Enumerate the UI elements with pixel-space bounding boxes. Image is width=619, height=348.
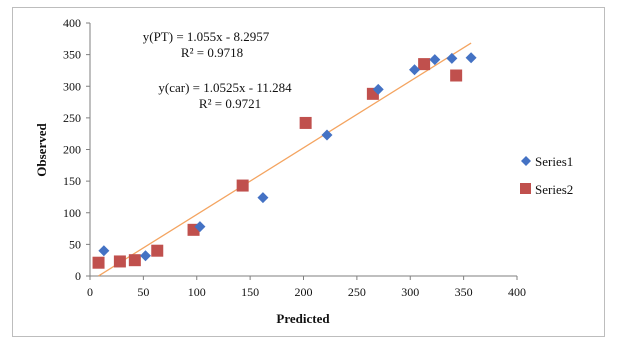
series2-point (450, 69, 463, 82)
y-tick-label: 300 (63, 79, 81, 93)
trendline-group (98, 42, 472, 277)
legend-label-series1: Series1 (535, 154, 573, 169)
series2-point (128, 254, 141, 267)
series1-point (321, 129, 333, 141)
y-tick-label: 200 (63, 143, 81, 157)
series1-point (194, 221, 206, 233)
series2-point (151, 244, 164, 257)
trendline (98, 42, 472, 277)
x-axis-title: Predicted (276, 311, 330, 326)
series2-point (418, 58, 431, 71)
x-tick-label: 50 (137, 285, 149, 299)
x-tick-labels: 0 50 100 150 200 250 300 350 400 (87, 285, 526, 299)
x-tick-label: 0 (87, 285, 93, 299)
y-tick-label: 100 (63, 206, 81, 220)
y-tick-label: 250 (63, 111, 81, 125)
axes (86, 22, 518, 280)
legend-item-series2: Series2 (520, 182, 573, 197)
series1-point (257, 192, 269, 204)
series1-point (465, 52, 477, 64)
series1-point (429, 54, 441, 66)
x-tick-label: 350 (455, 285, 473, 299)
series2-point (113, 255, 126, 268)
r-squared-car: R² = 0.9721 (199, 96, 261, 111)
equation-pt: y(PT) = 1.055x - 8.2957 (143, 29, 270, 44)
legend: Series1 Series2 (520, 154, 573, 197)
series1-point (372, 83, 384, 95)
series2-point (299, 116, 312, 129)
y-tick-label: 50 (69, 237, 81, 251)
y-tick-label: 400 (63, 16, 81, 30)
series2-point (236, 179, 249, 192)
y-tick-label: 350 (63, 48, 81, 62)
x-tick-label: 400 (508, 285, 526, 299)
series2-point (92, 256, 105, 269)
series1-point (140, 250, 152, 262)
series1-point (409, 64, 421, 76)
x-tick-label: 200 (295, 285, 313, 299)
y-tick-label: 0 (75, 269, 81, 283)
legend-marker-series1 (521, 156, 531, 166)
y-axis-title: Observed (34, 123, 49, 177)
legend-label-series2: Series2 (535, 182, 573, 197)
y-tick-label: 150 (63, 174, 81, 188)
x-tick-label: 150 (241, 285, 259, 299)
x-tick-label: 100 (188, 285, 206, 299)
legend-item-series1: Series1 (521, 154, 573, 169)
x-tick-label: 300 (401, 285, 419, 299)
equation-car: y(car) = 1.0525x - 11.284 (158, 80, 292, 95)
x-tick-label: 250 (348, 285, 366, 299)
chart-frame (12, 7, 605, 337)
legend-marker-series2 (520, 183, 531, 194)
r-squared-pt: R² = 0.9718 (181, 45, 243, 60)
series1-point (446, 52, 458, 64)
series1-point (98, 245, 110, 257)
data-points (92, 52, 477, 269)
y-tick-labels: 0 50 100 150 200 250 300 350 400 (63, 16, 81, 283)
